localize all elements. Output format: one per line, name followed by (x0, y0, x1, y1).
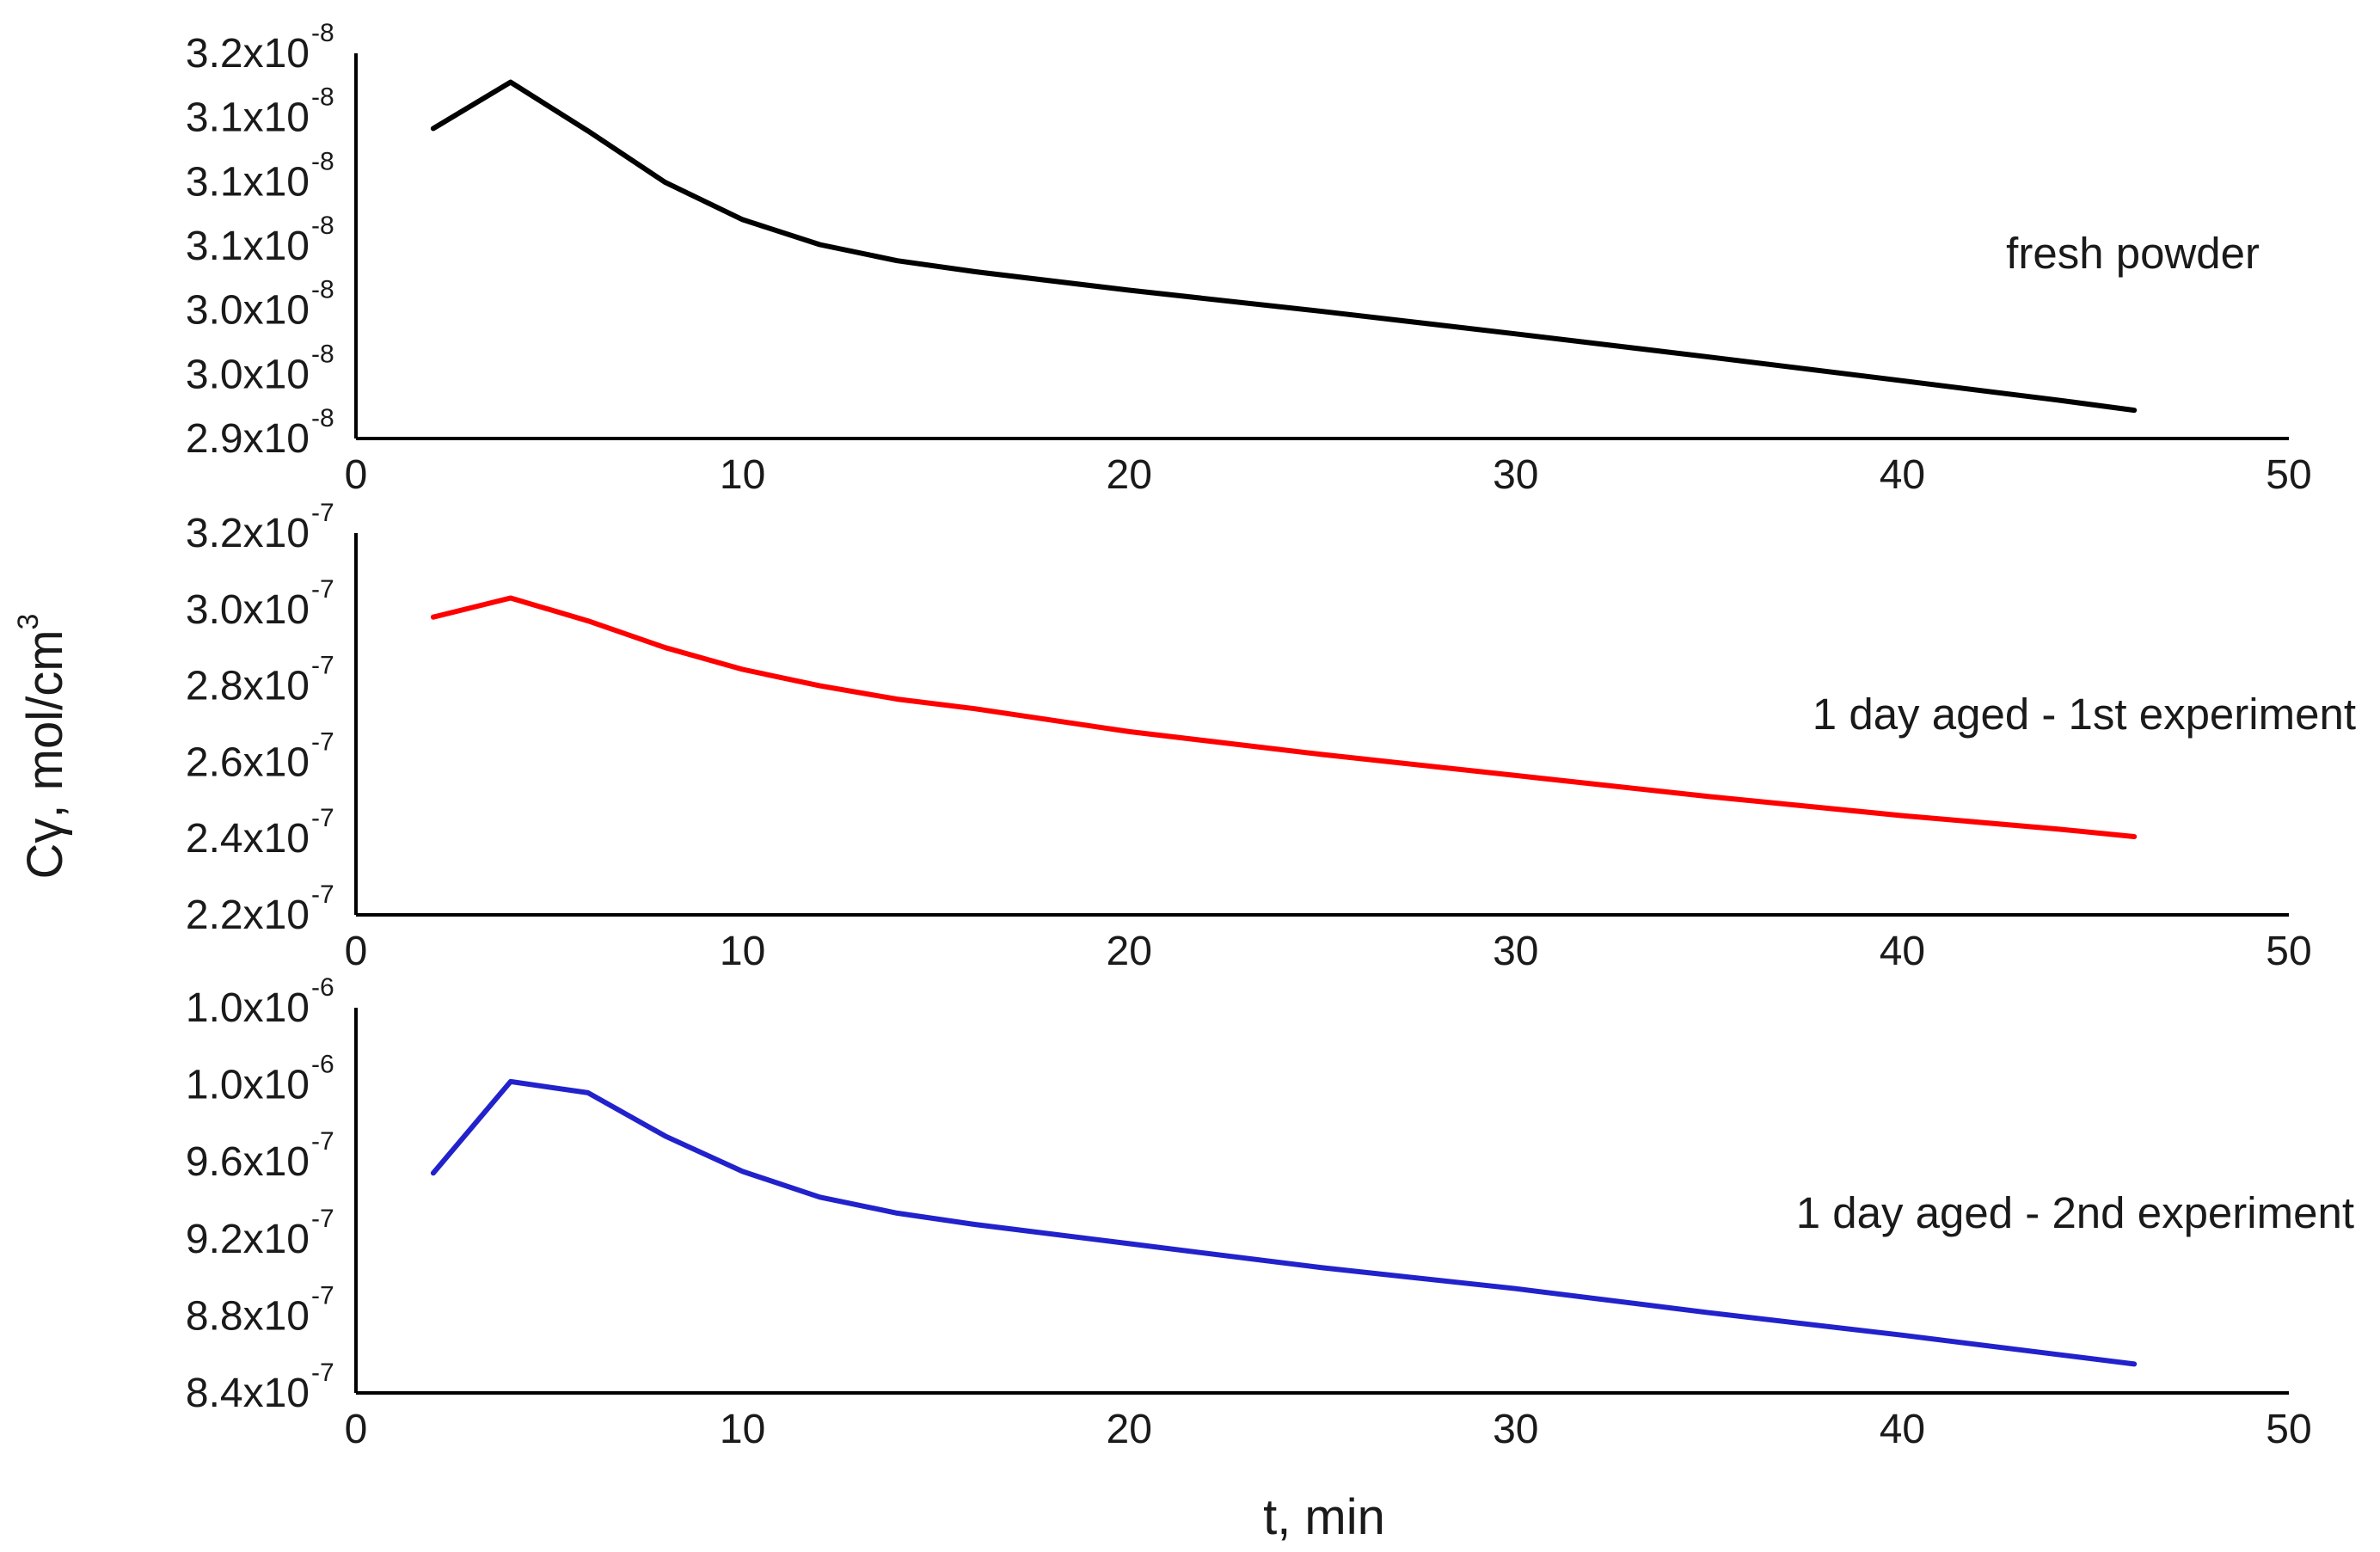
y-tick-label: 3.0x10 (186, 288, 310, 334)
y-tick-label: 9.2x10 (186, 1217, 310, 1262)
y-axis-title-sup: 3 (12, 614, 45, 630)
x-tick-label: 10 (720, 452, 765, 498)
y-tick-exponent: -7 (311, 804, 334, 832)
y-tick-label: 3.0x10 (186, 587, 310, 633)
y-tick-exponent: -8 (311, 212, 334, 240)
series-label: 1 day aged - 2nd experiment (1796, 1188, 2354, 1237)
y-tick-exponent: -6 (311, 1051, 334, 1079)
y-axis-title-base: Cγ, mol/cm (17, 629, 73, 879)
y-tick-exponent: -8 (311, 147, 334, 175)
series-label: 1 day aged - 1st experiment (1813, 690, 2356, 739)
series-line (430, 595, 2138, 839)
y-tick-exponent: -8 (311, 340, 334, 368)
y-tick-label: 1.0x10 (186, 985, 310, 1031)
x-tick-label: 0 (345, 1407, 368, 1452)
y-tick-label: 2.8x10 (186, 664, 310, 709)
x-axis-title: t, min (1263, 1489, 1385, 1545)
x-tick-label: 0 (345, 452, 368, 498)
y-tick-label: 8.8x10 (186, 1293, 310, 1339)
x-tick-label: 10 (720, 1407, 765, 1452)
x-tick-label: 10 (720, 929, 765, 974)
y-tick-label: 2.2x10 (186, 893, 310, 938)
series-line (430, 79, 2138, 414)
y-tick-label: 8.4x10 (186, 1371, 310, 1416)
y-tick-exponent: -8 (311, 19, 334, 47)
svg-text:Cγ, mol/cm3: Cγ, mol/cm3 (12, 614, 73, 880)
y-tick-label: 3.2x10 (186, 31, 310, 77)
x-tick-label: 20 (1107, 1407, 1152, 1452)
x-tick-label: 30 (1493, 1407, 1538, 1452)
y-tick-exponent: -7 (311, 727, 334, 756)
y-tick-label: 2.4x10 (186, 816, 310, 862)
y-tick-exponent: -7 (311, 652, 334, 680)
y-tick-exponent: -8 (311, 83, 334, 112)
y-tick-exponent: -8 (311, 276, 334, 304)
x-tick-label: 20 (1107, 929, 1152, 974)
y-tick-label: 3.1x10 (186, 95, 310, 141)
series-label: fresh powder (2006, 229, 2260, 278)
y-tick-label: 2.6x10 (186, 739, 310, 785)
x-tick-label: 50 (2266, 929, 2311, 974)
y-tick-exponent: -7 (311, 880, 334, 909)
x-tick-label: 40 (1880, 929, 1925, 974)
y-tick-exponent: -6 (311, 973, 334, 1002)
y-tick-exponent: -7 (311, 1359, 334, 1387)
y-tick-exponent: -7 (311, 499, 334, 527)
y-tick-label: 2.9x10 (186, 416, 310, 462)
y-tick-label: 9.6x10 (186, 1139, 310, 1185)
x-tick-label: 30 (1493, 929, 1538, 974)
chart-panels: 2.9x10 -83.0x10 -83.0x10 -83.1x10 -83.1x10 -8… (186, 19, 2356, 1452)
y-tick-label: 3.1x10 (186, 159, 310, 205)
y-tick-label: 3.1x10 (186, 224, 310, 269)
panel-1: 2.9x10 -83.0x10 -83.0x10 -83.1x10 -83.1x10 -8… (186, 19, 2312, 498)
y-tick-label: 1.0x10 (186, 1063, 310, 1108)
panel-2: 2.2x10 -72.4x10 -72.6x10 -72.8x10 -73.0x10 -7… (186, 499, 2356, 974)
x-tick-label: 40 (1880, 1407, 1925, 1452)
x-tick-label: 0 (345, 929, 368, 974)
y-tick-exponent: -8 (311, 404, 334, 432)
x-tick-label: 50 (2266, 452, 2311, 498)
panel-3: 8.4x10 -78.8x10 -79.2x10 -79.6x10 -71.0x10 -6… (186, 973, 2354, 1452)
y-axis-title: Cγ, mol/cm3 (12, 614, 73, 880)
y-tick-exponent: -7 (311, 1281, 334, 1310)
y-tick-exponent: -7 (311, 575, 334, 604)
y-tick-label: 3.2x10 (186, 511, 310, 556)
y-tick-label: 3.0x10 (186, 352, 310, 397)
x-tick-label: 30 (1493, 452, 1538, 498)
x-tick-label: 40 (1880, 452, 1925, 498)
y-tick-exponent: -7 (311, 1205, 334, 1233)
y-tick-exponent: -7 (311, 1127, 334, 1156)
series-line (430, 1078, 2138, 1367)
x-tick-label: 50 (2266, 1407, 2311, 1452)
x-tick-label: 20 (1107, 452, 1152, 498)
